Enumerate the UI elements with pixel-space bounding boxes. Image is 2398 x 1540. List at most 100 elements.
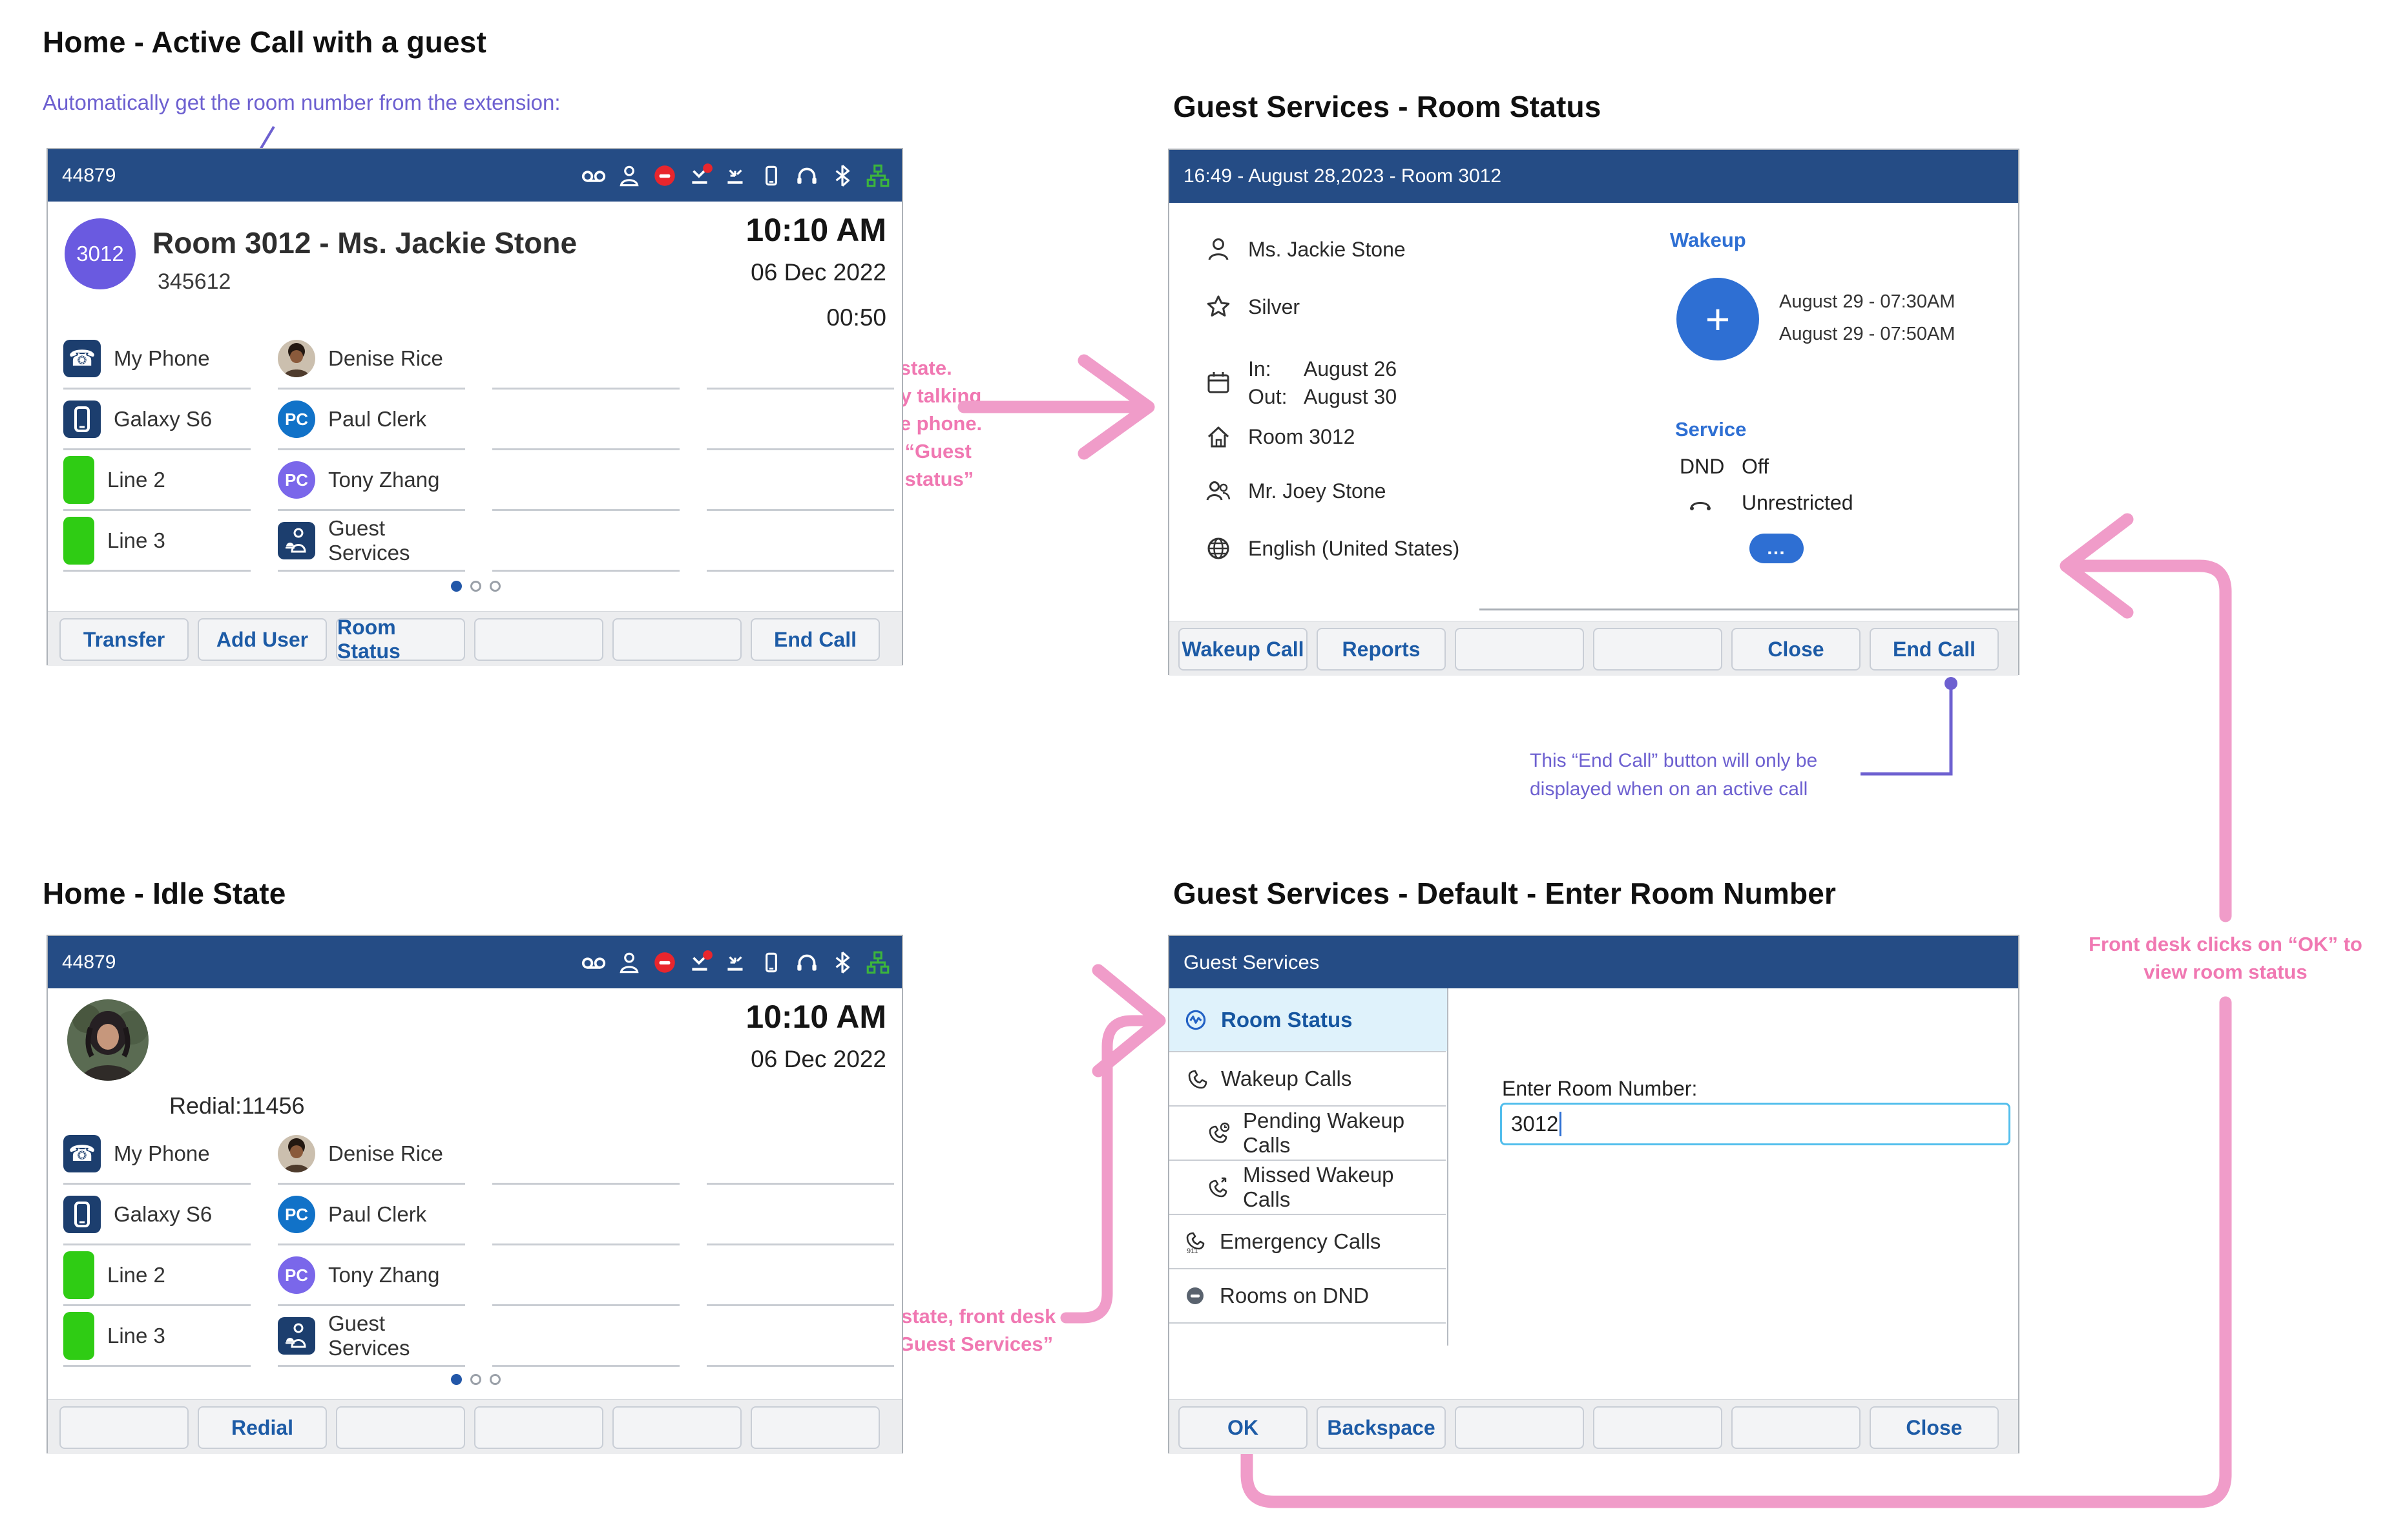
menu-item-rooms-on-dnd[interactable]: Rooms on DND bbox=[1169, 1269, 1447, 1322]
line-key-line-3[interactable]: Line 3 bbox=[63, 510, 257, 571]
globe-icon bbox=[1204, 534, 1233, 563]
line-key-denise-rice[interactable]: Denise Rice bbox=[278, 1123, 472, 1184]
softkey-backspace[interactable]: Backspace bbox=[1317, 1406, 1446, 1449]
mobile-phone-icon bbox=[63, 401, 101, 438]
room-status-header-text: 16:49 - August 28,2023 - Room 3012 bbox=[1183, 165, 1502, 187]
softkey-empty[interactable] bbox=[59, 1406, 189, 1449]
status-icons bbox=[580, 162, 891, 189]
person-icon bbox=[1204, 235, 1233, 264]
bluetooth-icon bbox=[829, 949, 856, 976]
headset-icon bbox=[793, 162, 820, 189]
room-number-value: 3012 bbox=[1511, 1112, 1559, 1136]
line-key-galaxy-s6[interactable]: Galaxy S6 bbox=[63, 389, 257, 450]
received-calls-icon bbox=[722, 162, 749, 189]
dnd-value: Off bbox=[1742, 455, 1769, 478]
softkey-empty[interactable] bbox=[1455, 1406, 1584, 1449]
menu-item-missed-wakeup-calls[interactable]: Missed Wakeup Calls bbox=[1169, 1161, 1447, 1214]
initials-avatar: PC bbox=[278, 1196, 315, 1233]
title-guest-services: Guest Services - Default - Enter Room Nu… bbox=[1173, 877, 1837, 910]
menu-item-room-status[interactable]: Room Status bbox=[1169, 988, 1447, 1051]
softkey-empty[interactable] bbox=[474, 618, 603, 661]
softkey-bar: OK Backspace Close bbox=[1169, 1399, 2018, 1454]
softkey-empty[interactable] bbox=[1731, 1406, 1861, 1449]
menu-item-emergency-calls[interactable]: 911 Emergency Calls bbox=[1169, 1215, 1447, 1268]
home-icon bbox=[1204, 422, 1233, 451]
dnd-icon bbox=[651, 162, 678, 189]
page-indicator[interactable] bbox=[451, 581, 501, 592]
line-key-my-phone[interactable]: ☎ My Phone bbox=[63, 1123, 257, 1184]
wakeup-time: August 29 - 07:50AM bbox=[1779, 324, 1955, 344]
softkey-ok[interactable]: OK bbox=[1178, 1406, 1308, 1449]
mobile-icon bbox=[758, 162, 785, 189]
softkey-empty[interactable] bbox=[612, 618, 742, 661]
softkey-end-call[interactable]: End Call bbox=[751, 618, 880, 661]
guest-services-icon bbox=[278, 1317, 315, 1355]
guest-services-screen: Guest Services Room Status Wakeup Calls … bbox=[1168, 935, 2019, 1454]
line-key-guest-services[interactable]: Guest Services bbox=[278, 1306, 472, 1366]
softkey-bar: Wakeup Call Reports Close End Call bbox=[1169, 621, 2018, 676]
guest-language-row: English (United States) bbox=[1204, 534, 1459, 563]
call-duration: 00:50 bbox=[826, 304, 886, 331]
room-number-input[interactable]: 3012 bbox=[1500, 1103, 2010, 1145]
calendar-icon bbox=[1204, 369, 1233, 397]
softkey-wakeup-call[interactable]: Wakeup Call bbox=[1178, 628, 1308, 671]
line-key-line-3[interactable]: Line 3 bbox=[63, 1306, 257, 1366]
more-options-button[interactable]: … bbox=[1749, 534, 1804, 563]
line-key-line-2[interactable]: Line 2 bbox=[63, 1245, 257, 1306]
line-key-guest-services[interactable]: Guest Services bbox=[278, 510, 472, 571]
line-key-tony-zhang[interactable]: PC Tony Zhang bbox=[278, 1245, 472, 1306]
guest-name-row: Ms. Jackie Stone bbox=[1204, 235, 1406, 264]
voicemail-icon bbox=[580, 949, 607, 976]
pending-wakeup-calls-icon bbox=[1205, 1120, 1231, 1146]
clock-time: 10:10 AM bbox=[745, 212, 886, 248]
softkey-close[interactable]: Close bbox=[1731, 628, 1861, 671]
softkey-reports[interactable]: Reports bbox=[1317, 628, 1446, 671]
redial-info[interactable]: Redial:11456 bbox=[169, 1092, 305, 1119]
line-key-denise-rice[interactable]: Denise Rice bbox=[278, 328, 472, 389]
room-status-header: 16:49 - August 28,2023 - Room 3012 bbox=[1169, 150, 2018, 203]
softkey-end-call[interactable]: End Call bbox=[1870, 628, 1999, 671]
arrowhead-left-icon bbox=[2059, 513, 2134, 619]
arrowhead-right-icon bbox=[1078, 354, 1155, 460]
caller-name: Room 3012 - Ms. Jackie Stone bbox=[152, 226, 578, 260]
softkey-close[interactable]: Close bbox=[1870, 1406, 1999, 1449]
softkey-redial[interactable]: Redial bbox=[198, 1406, 327, 1449]
softkey-empty[interactable] bbox=[474, 1406, 603, 1449]
line-key-line-2[interactable]: Line 2 bbox=[63, 450, 257, 510]
handset-icon bbox=[1686, 491, 1715, 519]
page-indicator[interactable] bbox=[451, 1374, 501, 1385]
line-key-galaxy-s6[interactable]: Galaxy S6 bbox=[63, 1184, 257, 1245]
rooms-on-dnd-icon bbox=[1182, 1283, 1208, 1309]
line-key-paul-clerk[interactable]: PC Paul Clerk bbox=[278, 1184, 472, 1245]
softkey-empty[interactable] bbox=[612, 1406, 742, 1449]
contacts-icon bbox=[616, 949, 643, 976]
check-out-date: August 30 bbox=[1304, 385, 1397, 408]
softkey-empty[interactable] bbox=[1455, 628, 1584, 671]
missed-calls-icon bbox=[687, 949, 714, 976]
wakeup-heading: Wakeup bbox=[1670, 229, 1746, 251]
softkey-empty[interactable] bbox=[1593, 628, 1722, 671]
wakeup-times: August 29 - 07:30AM August 29 - 07:50AM bbox=[1779, 286, 1955, 350]
menu-item-wakeup-calls[interactable]: Wakeup Calls bbox=[1169, 1052, 1447, 1105]
annotation-ok-note: Front desk clicks on “OK” to view room s… bbox=[2089, 933, 2362, 983]
softkey-empty[interactable] bbox=[751, 1406, 880, 1449]
line-key-tony-zhang[interactable]: PC Tony Zhang bbox=[278, 450, 472, 510]
line-key-my-phone[interactable]: ☎ My Phone bbox=[63, 328, 257, 389]
softkey-empty[interactable] bbox=[336, 1406, 465, 1449]
softkey-transfer[interactable]: Transfer bbox=[59, 618, 189, 661]
guest-services-header-text: Guest Services bbox=[1183, 950, 1320, 973]
softkey-bar: Transfer Add User Room Status End Call bbox=[48, 611, 902, 666]
softkey-empty[interactable] bbox=[1593, 1406, 1722, 1449]
service-heading: Service bbox=[1675, 418, 1747, 441]
line-key-paul-clerk[interactable]: PC Paul Clerk bbox=[278, 389, 472, 450]
scrollbar[interactable] bbox=[1479, 609, 2019, 610]
softkey-room-status[interactable]: Room Status bbox=[336, 616, 465, 663]
softkey-add-user[interactable]: Add User bbox=[198, 618, 327, 661]
dnd-label: DND bbox=[1680, 455, 1725, 478]
mobile-phone-icon bbox=[63, 1196, 101, 1233]
mobile-icon bbox=[758, 949, 785, 976]
add-wakeup-button[interactable]: + bbox=[1676, 278, 1759, 360]
wakeup-time: August 29 - 07:30AM bbox=[1779, 291, 1955, 312]
menu-item-pending-wakeup-calls[interactable]: Pending Wakeup Calls bbox=[1169, 1107, 1447, 1160]
